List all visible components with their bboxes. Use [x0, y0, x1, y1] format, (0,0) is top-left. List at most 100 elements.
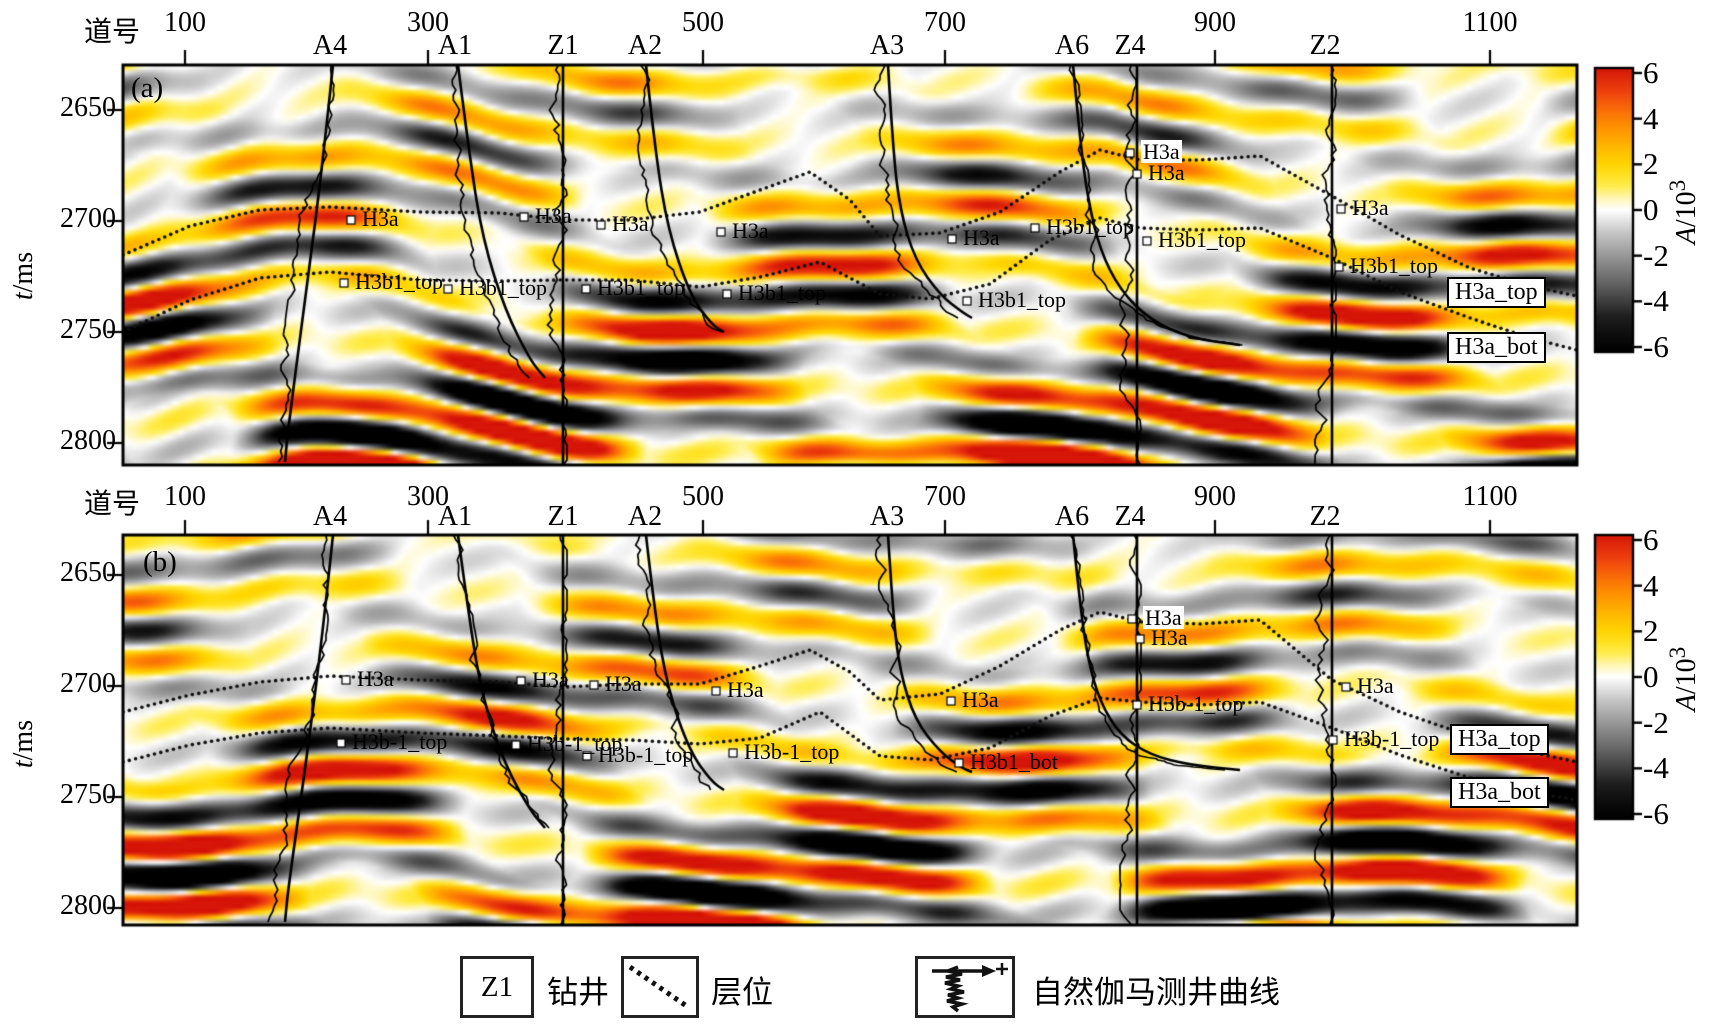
time-tick-label: 2800: [60, 425, 116, 456]
trace-tick-label: 900: [1194, 481, 1236, 512]
horizon-pick-label: H3b1_top: [355, 269, 443, 294]
legend-well-label: 钻井: [547, 975, 609, 1010]
colorbar-tick-label: 2: [1643, 613, 1659, 649]
horizon-pick-label: H3a: [362, 206, 399, 231]
panel-a-tag: (a): [131, 72, 164, 104]
colorbar-tick-label: 6: [1643, 522, 1659, 557]
well-label: A2: [627, 30, 663, 61]
colorbar-tick-label: 4: [1643, 100, 1659, 136]
colorbar-tick-label: 2: [1643, 146, 1659, 182]
well-label: Z4: [1114, 30, 1146, 61]
trace-axis-label-a: 道号: [84, 17, 141, 48]
horizon-pick-label: H3a: [357, 666, 394, 691]
trace-tick-label: 1100: [1462, 481, 1518, 512]
well-label: Z2: [1309, 30, 1341, 61]
colorbar-tick-label: -4: [1643, 283, 1669, 319]
gamma-log-icon: [932, 963, 1008, 1013]
well-label: A4: [312, 501, 348, 532]
time-tick-label: 2750: [60, 779, 116, 810]
horizon-pick-label: H3a: [1143, 605, 1184, 630]
legend-gamma-symbol: [915, 956, 1015, 1018]
horizon-pick-label: H3a: [963, 225, 1000, 250]
trace-tick-label: 700: [924, 481, 966, 512]
colorbar-tick-label: -4: [1643, 750, 1669, 786]
horizon-pick-label: H3b-1_top: [598, 742, 694, 767]
well-label: Z1: [547, 30, 579, 61]
trace-tick-label: 900: [1194, 7, 1236, 38]
trace-tick-label: 500: [682, 7, 724, 38]
colorbar-title-a: A/103: [1664, 179, 1703, 245]
trace-tick-label: 100: [164, 7, 206, 38]
trace-tick-label: 300: [407, 481, 449, 512]
panel-b-tag: (b): [143, 546, 177, 578]
colorbar-tick-label: 0: [1643, 192, 1659, 227]
colorbar-tick-label: -6: [1643, 796, 1669, 831]
well-label: A1: [437, 30, 473, 61]
time-tick-label: 2650: [60, 557, 116, 588]
trace-tick-label: 1100: [1462, 7, 1518, 38]
horizon-pick-label: H3a: [1357, 673, 1394, 698]
horizon-pick-label: H3b-1_top: [527, 731, 623, 756]
horizon-pick-label: H3a: [1151, 625, 1188, 650]
colorbar-title-b: A/103: [1664, 646, 1703, 712]
horizon-pick-label: H3b1_top: [1158, 227, 1246, 252]
time-tick-label: 2700: [60, 668, 116, 699]
time-axis-title-b: t/ms: [8, 719, 39, 769]
horizon-pick-label: H3b1_top: [1350, 253, 1438, 278]
trace-tick-label: 100: [164, 481, 206, 512]
time-tick-label: 2700: [60, 203, 116, 234]
horizon-pick-label: H3a: [612, 211, 649, 236]
well-label: A3: [869, 501, 905, 532]
horizon-pick-label: H3a: [605, 671, 642, 696]
edge-horizon-label: H3a_bot: [1450, 777, 1549, 809]
edge-horizon-label: H3a_bot: [1447, 332, 1546, 364]
legend-well-symbol: Z1: [460, 956, 534, 1018]
legend-well-name: Z1: [480, 970, 514, 1003]
legend-gamma-label: 自然伽马测井曲线: [1032, 975, 1280, 1010]
well-label: A6: [1054, 30, 1090, 61]
horizon-pick-label: H3b-1_top: [1344, 726, 1440, 751]
horizon-pick-label: H3a: [532, 667, 569, 692]
well-label: Z4: [1114, 501, 1146, 532]
horizon-pick-label: H3a: [962, 687, 999, 712]
horizon-pick-label: H3a: [1141, 139, 1182, 164]
horizon-pick-label: H3b1_top: [1046, 214, 1134, 239]
horizon-pick-label: H3b1_bot: [970, 749, 1058, 774]
legend-horizon-symbol: [621, 956, 699, 1018]
time-tick-label: 2650: [60, 92, 116, 123]
trace-tick-label: 300: [407, 7, 449, 38]
horizon-pick-label: H3a: [1352, 195, 1389, 220]
legend-horizon-label: 层位: [711, 975, 773, 1010]
edge-horizon-label: H3a_top: [1447, 277, 1546, 309]
time-tick-label: 2750: [60, 314, 116, 345]
trace-axis-label-b: 道号: [84, 489, 141, 520]
horizon-pick-label: H3b1_top: [978, 287, 1066, 312]
well-label: A2: [627, 501, 663, 532]
horizon-pick-label: H3a: [732, 218, 769, 243]
trace-tick-label: 700: [924, 7, 966, 38]
time-axis-title-a: t/ms: [8, 251, 39, 301]
dotted-horizon-icon: [628, 964, 690, 1010]
well-label: Z2: [1309, 501, 1341, 532]
edge-horizon-label: H3a_top: [1450, 724, 1549, 756]
horizon-pick-label: H3b1_top: [459, 275, 547, 300]
horizon-pick-label: H3a: [727, 677, 764, 702]
colorbar-tick-label: 0: [1643, 659, 1659, 694]
colorbar-tick-label: 6: [1643, 55, 1659, 90]
well-label: A6: [1054, 501, 1090, 532]
well-label: A1: [437, 501, 473, 532]
well-label: A3: [869, 30, 905, 61]
trace-tick-label: 500: [682, 481, 724, 512]
horizon-pick-label: H3b-1_top: [744, 739, 840, 764]
horizon-pick-label: H3b-1_top: [1148, 691, 1244, 716]
well-label: Z1: [547, 501, 579, 532]
horizon-pick-label: H3b1_top: [738, 280, 826, 305]
colorbar-tick-label: -6: [1643, 329, 1669, 364]
colorbar-tick-label: -2: [1643, 237, 1669, 273]
time-tick-label: 2800: [60, 890, 116, 921]
horizon-pick-label: H3a: [1148, 160, 1185, 185]
well-label: A4: [312, 30, 348, 61]
horizon-pick-label: H3b-1_top: [352, 729, 448, 754]
